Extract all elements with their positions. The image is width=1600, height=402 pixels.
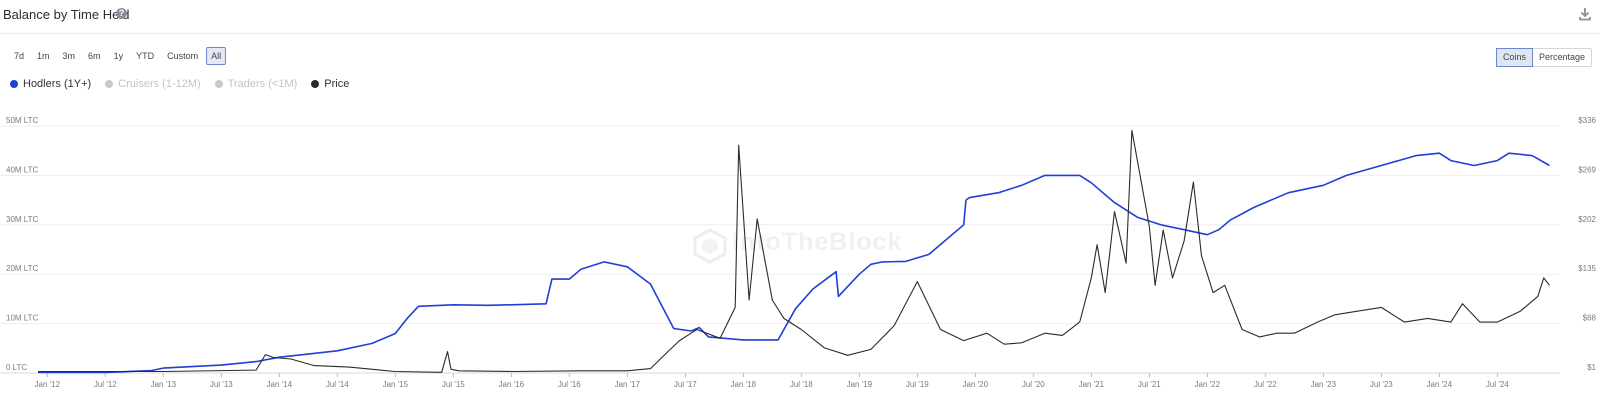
x-tick: Jan '23 [1311, 380, 1337, 389]
range-button-1y[interactable]: 1y [113, 51, 124, 61]
y-left-tick: 40M LTC [6, 165, 39, 174]
legend-label: Hodlers (1Y+) [23, 78, 92, 90]
x-tick: Jul '14 [326, 380, 349, 389]
watermark-logo-icon [693, 228, 727, 264]
range-button-ytd[interactable]: YTD [136, 51, 155, 61]
range-button-6m[interactable]: 6m [88, 51, 101, 61]
x-tick: Jan '12 [35, 380, 61, 389]
y-right-tick: $1 [1587, 363, 1596, 372]
time-range-selector: 7d 1m 3m 6m 1y YTD Custom All [9, 47, 227, 65]
x-tick: Jul '15 [442, 380, 465, 389]
chart-legend: Hodlers (1Y+) Cruisers (1-12M) Traders (<1… [10, 78, 349, 90]
x-tick: Jan '19 [847, 380, 873, 389]
x-tick: Jul '16 [558, 380, 581, 389]
legend-label: Price [324, 78, 350, 90]
y-right-tick: $269 [1578, 165, 1596, 174]
series-line-price [38, 129, 1550, 373]
range-button-1m[interactable]: 1m [37, 51, 50, 61]
x-tick: Jan '21 [1079, 380, 1105, 389]
y-right-tick: $68 [1583, 314, 1597, 323]
series-line-hodlers [38, 152, 1550, 374]
help-icon[interactable]: ? [116, 8, 127, 19]
x-tick: Jul '13 [210, 380, 233, 389]
x-tick: Jan '15 [383, 380, 409, 389]
x-tick: Jan '18 [731, 380, 757, 389]
x-tick: Jan '24 [1427, 380, 1453, 389]
y-left-tick: 0 LTC [6, 363, 27, 372]
legend-label: Cruisers (1-12M) [118, 78, 201, 90]
y-right-tick: $336 [1578, 116, 1596, 125]
x-tick: Jul '19 [906, 380, 929, 389]
x-tick: Jan '13 [151, 380, 177, 389]
chart-title: Balance by Time Held [3, 7, 130, 22]
legend-item-0[interactable]: Hodlers (1Y+) [10, 78, 91, 90]
x-tick: Jul '24 [1486, 380, 1509, 389]
x-tick: Jul '20 [1022, 380, 1045, 389]
x-tick: Jul '23 [1370, 380, 1393, 389]
widget-header: Balance by Time Held ? [0, 0, 1600, 34]
legend-item-1[interactable]: Cruisers (1-12M) [105, 78, 201, 90]
legend-dot-icon [105, 80, 114, 88]
legend-dot-icon [10, 80, 18, 88]
download-icon[interactable] [1577, 6, 1593, 22]
y-right-tick: $135 [1578, 264, 1596, 273]
legend-item-3[interactable]: Price [311, 78, 349, 90]
x-tick: Jan '20 [963, 380, 989, 389]
legend-item-2[interactable]: Traders (<1M) [214, 78, 298, 90]
x-tick: Jan '14 [267, 380, 293, 389]
x-tick: Jan '16 [499, 380, 525, 389]
legend-dot-icon [214, 80, 223, 88]
mode-button-coins[interactable]: Coins [1495, 48, 1533, 67]
x-tick: Jul '17 [674, 380, 697, 389]
legend-dot-icon [311, 80, 320, 88]
range-button-all[interactable]: All [206, 47, 227, 65]
legend-label: Traders (<1M) [227, 78, 298, 90]
x-tick: Jul '18 [790, 380, 813, 389]
y-left-tick: 20M LTC [6, 264, 39, 273]
y-right-tick: $202 [1578, 215, 1596, 224]
mode-button-percentage[interactable]: Percentage [1538, 52, 1585, 62]
x-tick: Jul '21 [1138, 380, 1161, 389]
y-left-tick: 10M LTC [6, 314, 39, 323]
x-tick: Jul '22 [1254, 380, 1277, 389]
y-left-tick: 30M LTC [6, 215, 39, 224]
range-button-custom[interactable]: Custom [167, 51, 199, 61]
x-tick: Jan '22 [1195, 380, 1221, 389]
range-button-3m[interactable]: 3m [62, 51, 76, 61]
unit-mode-toggle: Coins Percentage [1495, 48, 1592, 67]
range-button-7d[interactable]: 7d [14, 51, 25, 61]
x-tick: Jan '17 [615, 380, 641, 389]
y-left-tick: 50M LTC [6, 116, 39, 125]
x-tick: Jul '12 [94, 380, 117, 389]
